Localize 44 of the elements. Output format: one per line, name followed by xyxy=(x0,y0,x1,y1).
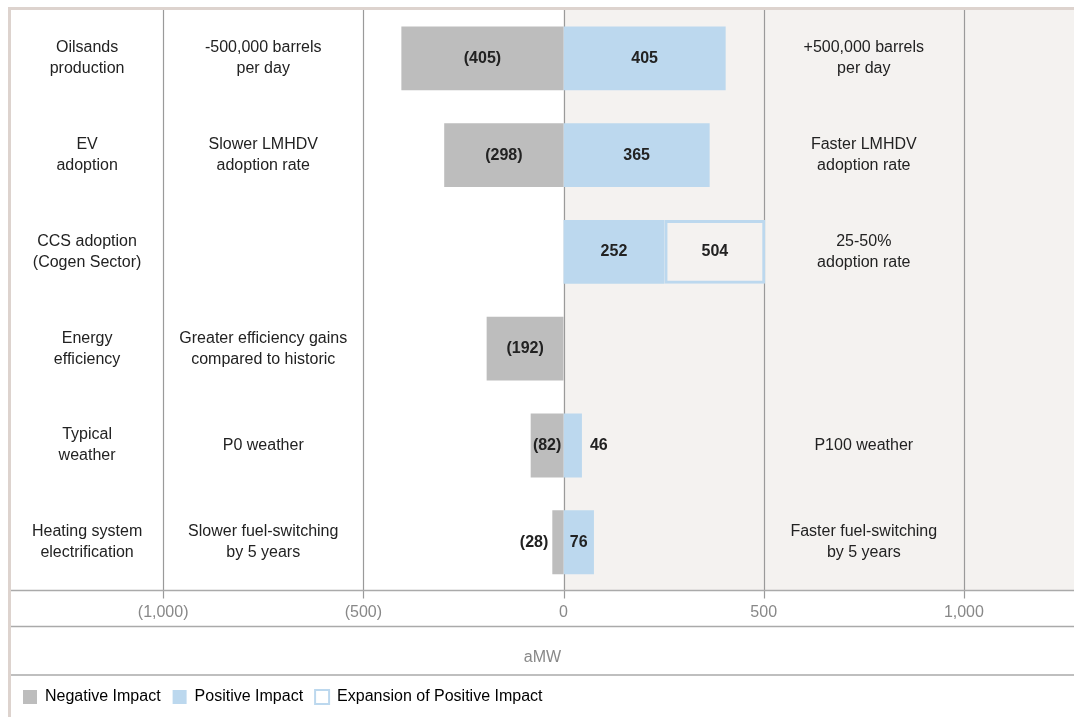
data-label: 365 xyxy=(623,145,651,163)
bar xyxy=(563,413,582,478)
annotation: Greater efficiency gains compared to historic xyxy=(179,328,348,367)
bar xyxy=(444,123,564,188)
x-tick-label: 0 xyxy=(559,602,569,620)
data-label: (298) xyxy=(485,145,523,163)
data-label: (192) xyxy=(506,339,544,357)
legend-label: Expansion of Positive Impact xyxy=(337,687,544,705)
data-label: 405 xyxy=(631,48,659,66)
legend-label: Positive Impact xyxy=(194,687,304,705)
x-tick-label: 1,000 xyxy=(943,602,985,620)
legend-label: Negative Impact xyxy=(45,687,162,705)
bar xyxy=(552,510,564,575)
data-label: (82) xyxy=(532,435,562,453)
y-tick-label: Heating system electrification xyxy=(31,522,143,561)
x-tick-label: (1,000) xyxy=(137,602,189,620)
annotation: -500,000 barrels per day xyxy=(204,38,322,77)
bar xyxy=(401,26,564,91)
bar xyxy=(563,26,726,91)
annotation: Faster fuel-switching by 5 years xyxy=(790,522,938,561)
annotation: Slower fuel-switching by 5 years xyxy=(188,522,339,561)
annotation: P100 weather xyxy=(814,435,914,453)
data-label: 76 xyxy=(569,532,588,550)
x-tick-label: (500) xyxy=(344,602,383,620)
bar xyxy=(563,123,710,188)
annotation: P0 weather xyxy=(222,435,305,453)
bar xyxy=(563,510,594,575)
annotation: Slower LMHDV adoption rate xyxy=(208,135,319,174)
total-label: 504 xyxy=(701,242,729,260)
x-tick-label: 500 xyxy=(750,602,778,620)
data-label: (405) xyxy=(463,48,502,66)
data-label: (28) xyxy=(519,532,549,550)
x-axis-title: aMW xyxy=(523,647,563,665)
y-tick-label: EV adoption xyxy=(56,135,118,174)
data-label: 252 xyxy=(600,242,628,260)
annotation: +500,000 barrels per day xyxy=(803,38,925,77)
annotation: Faster LMHDV adoption rate xyxy=(810,135,918,174)
y-tick-label: Energy efficiency xyxy=(53,328,121,367)
y-tick-label: Oilsands production xyxy=(49,38,125,77)
data-label: 46 xyxy=(589,435,608,453)
y-tick-label: Typical weather xyxy=(57,425,117,464)
bar xyxy=(486,316,564,381)
annotation: 25-50% adoption rate xyxy=(817,231,911,270)
y-tick-label: CCS adoption (Cogen Sector) xyxy=(32,231,142,270)
